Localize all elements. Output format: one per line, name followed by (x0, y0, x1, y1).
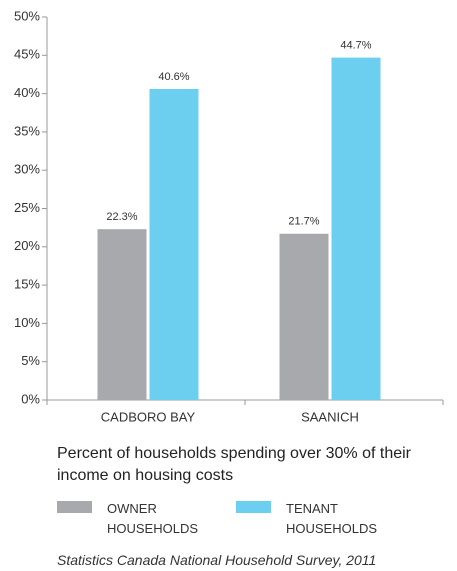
bar (279, 233, 329, 400)
y-tick-label: 45% (14, 47, 40, 62)
y-tick-label: 35% (14, 123, 40, 138)
y-tick-label: 5% (21, 353, 40, 368)
data-label: 40.6% (158, 71, 189, 83)
y-tick-label: 20% (14, 238, 40, 253)
y-tick-label: 30% (14, 162, 40, 177)
y-tick-label: 50% (14, 8, 40, 23)
legend-label: TENANT HOUSEHOLDS (286, 501, 378, 536)
data-label: 21.7% (288, 216, 319, 228)
x-tick-label: CADBORO BAY (101, 409, 196, 424)
data-label: 22.3% (106, 211, 137, 223)
bar (97, 229, 147, 400)
x-axis-label: Percent of households spending over 30% … (57, 445, 412, 484)
source: Statistics Canada National Household Sur… (57, 552, 377, 568)
y-tick-label: 40% (14, 85, 40, 100)
bar (149, 89, 199, 400)
data-label: 44.7% (340, 40, 371, 52)
bar (331, 57, 381, 401)
y-tick-label: 25% (14, 200, 40, 215)
legend-swatch (57, 501, 92, 513)
y-tick-label: 15% (14, 277, 40, 292)
legend-label: OWNER HOUSEHOLDS (107, 501, 199, 536)
y-tick-label: 0% (21, 391, 40, 406)
chart: 0% 5% 10% 15% 20% 25% 30% 35% 40% 45% 50% CADBORO B… (14, 8, 444, 424)
legend-swatch (236, 501, 271, 513)
y-tick-label: 10% (14, 315, 40, 330)
x-tick-label: SAANICH (301, 409, 359, 424)
